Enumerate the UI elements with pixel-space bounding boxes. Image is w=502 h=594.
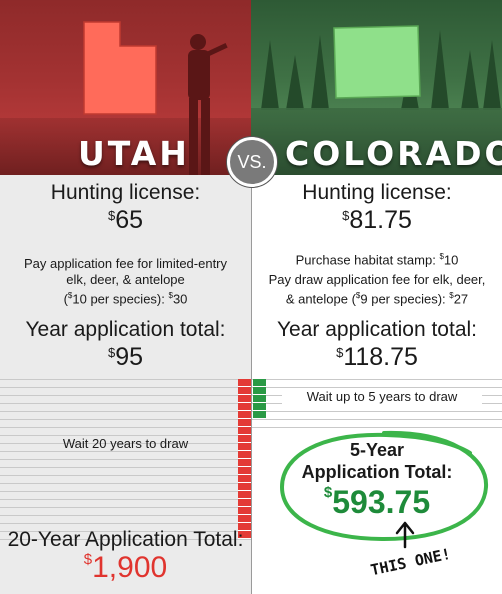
year-line [0, 443, 251, 444]
colorado-wait-bar [253, 379, 266, 419]
year-line [0, 403, 251, 404]
year-bar-segment [253, 403, 266, 411]
year-line [0, 387, 251, 388]
colorado-total-label-line2: Application Total: [301, 462, 453, 482]
year-line [0, 395, 251, 396]
year-line [0, 459, 251, 460]
year-line [0, 435, 251, 436]
year-bar-segment [238, 467, 251, 475]
year-line [0, 491, 251, 492]
year-bar-segment [238, 531, 251, 539]
utah-wait-years-lines [0, 379, 251, 540]
utah-year-total-label: Year application total: [25, 318, 226, 341]
year-bar-segment [238, 387, 251, 395]
utah-total-amount: $1,900 [83, 551, 168, 584]
year-bar-segment [238, 443, 251, 451]
year-line [252, 427, 502, 428]
year-bar-segment [238, 427, 251, 435]
colorado-total-label-line1: 5-Year [349, 440, 405, 460]
year-bar-segment [253, 387, 266, 395]
year-line [0, 451, 251, 452]
colorado-state-icon [333, 25, 421, 99]
year-bar-segment [238, 523, 251, 531]
colorado-license-amount: $81.75 [342, 206, 412, 234]
year-line [0, 515, 251, 516]
utah-license-label: Hunting license: [50, 181, 201, 204]
colorado-wait-text: Wait up to 5 years to draw [282, 389, 482, 405]
year-bar-segment [238, 515, 251, 523]
year-bar-segment [253, 379, 266, 387]
year-line [0, 379, 251, 380]
year-line [0, 419, 251, 420]
year-line [252, 411, 502, 412]
vs-badge: VS. [227, 137, 277, 187]
year-bar-segment [238, 403, 251, 411]
utah-total-label: 20-Year Application Total: [7, 528, 244, 551]
year-line [0, 507, 251, 508]
year-line [0, 523, 251, 524]
utah-title: UTAH [78, 134, 190, 173]
year-bar-segment [238, 451, 251, 459]
colorado-total-amount: $593.75 [323, 484, 431, 520]
year-bar-segment [238, 459, 251, 467]
colorado-title: COLORADO [285, 134, 502, 173]
year-line [0, 467, 251, 468]
colorado-field-background [251, 108, 502, 175]
utah-app-fee-text: Pay application fee for limited-entry el… [23, 256, 228, 307]
colorado-year-total-label: Year application total: [276, 318, 478, 341]
colorado-draw-fee-text: Pay draw application fee for elk, deer, … [268, 272, 486, 307]
year-bar-segment [253, 411, 266, 419]
year-bar-segment [238, 491, 251, 499]
year-line [0, 475, 251, 476]
colorado-habitat-text: Purchase habitat stamp: $10 [295, 252, 459, 268]
year-bar-segment [253, 395, 266, 403]
year-bar-segment [238, 507, 251, 515]
year-line [0, 411, 251, 412]
year-line [0, 499, 251, 500]
header-banner: UTAH COLORADO [0, 0, 502, 175]
year-line [0, 427, 251, 428]
year-bar-segment [238, 411, 251, 419]
year-bar-segment [238, 483, 251, 491]
utah-state-icon [83, 21, 157, 115]
arrow-up-icon [395, 521, 415, 549]
colorado-year-total-amount: $118.75 [336, 343, 418, 371]
year-line [0, 531, 251, 532]
year-line [252, 379, 502, 380]
utah-wait-bar [238, 379, 251, 539]
utah-year-total-amount: $95 [107, 343, 144, 371]
utah-wait-text: Wait 20 years to draw [62, 436, 189, 451]
utah-license-amount: $65 [107, 206, 144, 234]
year-line [0, 483, 251, 484]
year-bar-segment [238, 395, 251, 403]
colorado-license-label: Hunting license: [302, 181, 452, 204]
colorado-forest-background [251, 0, 502, 110]
year-bar-segment [238, 419, 251, 427]
highlight-circle-icon [279, 430, 489, 542]
year-bar-segment [238, 475, 251, 483]
year-bar-segment [238, 435, 251, 443]
colorado-column: Hunting license: $81.75 Purchase habitat… [251, 175, 502, 594]
this-one-callout: THIS ONE! [369, 544, 453, 580]
utah-column: Hunting license: $65 Pay application fee… [0, 175, 251, 594]
year-line [252, 419, 502, 420]
year-bar-segment [238, 379, 251, 387]
year-line [252, 387, 502, 388]
hunter-silhouette-icon [188, 34, 228, 175]
year-bar-segment [238, 499, 251, 507]
year-line [0, 539, 251, 540]
